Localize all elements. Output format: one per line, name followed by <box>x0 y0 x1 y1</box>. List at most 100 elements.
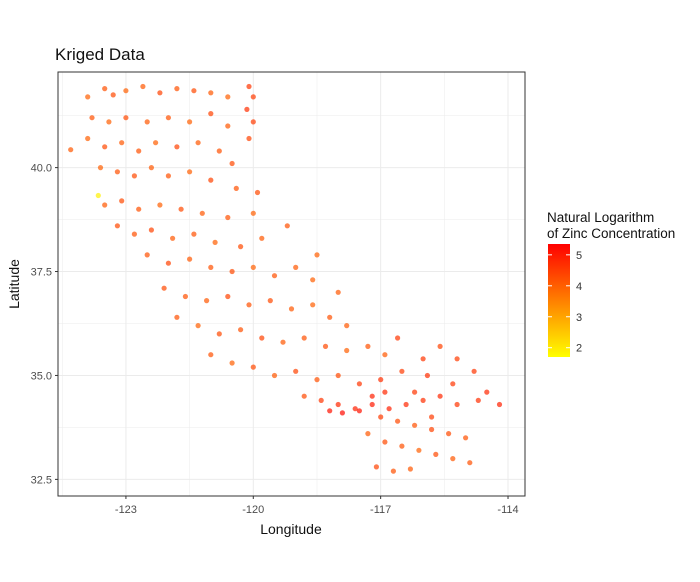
data-point <box>225 214 231 221</box>
legend-colorbar <box>548 244 570 357</box>
data-point <box>148 165 154 171</box>
data-point <box>85 135 91 142</box>
data-point <box>310 302 316 308</box>
data-point <box>238 244 244 250</box>
data-point <box>463 435 469 441</box>
data-point <box>191 231 197 237</box>
data-point <box>165 115 171 121</box>
x-tick-label: -117 <box>370 504 391 516</box>
data-point <box>178 206 184 212</box>
data-point <box>216 331 222 337</box>
data-point <box>199 210 205 216</box>
data-point <box>267 298 273 304</box>
data-point <box>467 460 473 466</box>
data-point <box>110 92 116 98</box>
data-point <box>225 94 231 100</box>
data-point <box>437 393 443 399</box>
data-point <box>318 397 324 403</box>
data-point <box>85 94 91 100</box>
data-point <box>382 352 388 358</box>
data-point <box>102 202 108 208</box>
legend-tick-label: 2 <box>576 343 582 355</box>
data-point <box>403 401 409 408</box>
data-point <box>106 119 112 125</box>
data-point <box>259 235 265 241</box>
data-point <box>102 86 108 92</box>
data-point <box>254 189 261 196</box>
data-point <box>356 408 362 414</box>
data-point <box>335 289 341 295</box>
data-point <box>238 327 244 333</box>
data-point <box>246 302 252 308</box>
data-point <box>229 360 235 366</box>
data-point <box>244 106 250 112</box>
data-point <box>280 339 286 345</box>
data-point <box>416 447 422 453</box>
color-legend: Natural Logarithm of Zinc Concentration … <box>547 210 675 357</box>
data-point <box>314 252 320 258</box>
data-point <box>208 177 214 183</box>
data-point <box>352 406 358 412</box>
legend-title-line-2: of Zinc Concentration <box>547 226 675 241</box>
y-axis-ticks: 32.5 35.0 37.5 40.0 <box>31 163 58 486</box>
data-point <box>259 335 265 341</box>
data-point <box>450 456 456 462</box>
data-point <box>250 94 256 100</box>
data-point <box>344 323 350 329</box>
data-point <box>424 372 430 379</box>
data-point <box>250 119 256 125</box>
data-point <box>322 343 329 349</box>
data-point <box>301 335 307 341</box>
data-point <box>250 364 256 370</box>
data-point <box>250 210 256 216</box>
data-point <box>170 235 176 241</box>
data-point <box>420 356 426 362</box>
data-point <box>165 260 171 266</box>
data-points <box>68 83 503 474</box>
data-point <box>327 314 333 320</box>
data-point <box>97 165 104 171</box>
data-point <box>369 401 375 408</box>
data-point <box>208 111 214 117</box>
data-point <box>153 140 159 146</box>
data-point <box>365 431 371 437</box>
data-point <box>68 147 74 153</box>
legend-tick-label: 5 <box>576 250 582 262</box>
data-point <box>187 119 193 125</box>
data-point <box>182 293 188 300</box>
data-point <box>119 140 125 146</box>
x-axis-ticks: -123 -120 -117 -114 <box>115 496 519 516</box>
data-point <box>204 298 210 304</box>
data-point <box>399 368 405 374</box>
data-point <box>131 173 137 179</box>
data-point <box>271 372 278 379</box>
x-tick-label: -123 <box>115 504 137 516</box>
data-point <box>165 173 171 179</box>
data-point <box>95 192 101 199</box>
data-point <box>382 389 388 395</box>
data-point <box>454 356 460 362</box>
data-point <box>378 414 384 420</box>
data-point <box>246 135 252 142</box>
data-point <box>144 252 150 258</box>
data-point <box>301 393 307 399</box>
y-tick-label: 35.0 <box>31 370 52 382</box>
data-point <box>174 86 180 92</box>
data-point <box>369 393 375 399</box>
data-point <box>191 88 197 94</box>
data-point <box>114 169 120 175</box>
data-point <box>420 397 426 403</box>
y-tick-label: 40.0 <box>31 163 52 175</box>
legend-tick-label: 3 <box>576 312 582 324</box>
legend-title-line-1: Natural Logarithm <box>547 210 654 225</box>
data-point <box>314 377 320 383</box>
legend-tick-label: 4 <box>576 281 582 293</box>
data-point <box>365 343 371 349</box>
data-point <box>484 389 490 395</box>
data-point <box>339 410 345 416</box>
data-point <box>335 372 341 379</box>
data-point <box>195 140 201 146</box>
data-point <box>412 389 418 395</box>
data-point <box>310 277 316 283</box>
data-point <box>446 431 452 437</box>
